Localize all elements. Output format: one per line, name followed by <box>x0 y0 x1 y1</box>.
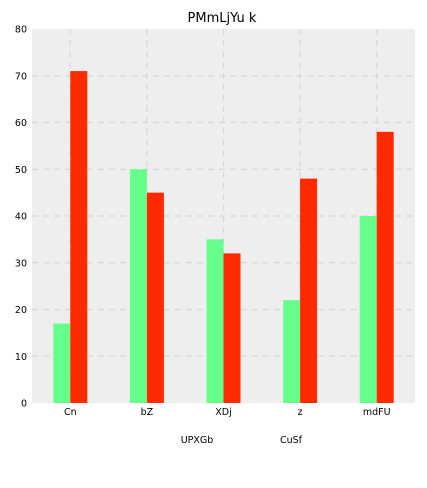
x-axis: Cn bZ XDj z mdFU <box>64 407 391 418</box>
bar-XDj-UPXGb <box>206 239 224 403</box>
bar-XDj-CuSf <box>223 253 241 403</box>
y-tick-label: 20 <box>15 305 27 316</box>
y-tick-label: 60 <box>15 118 27 129</box>
y-tick-label: 10 <box>15 352 27 363</box>
bar-bZ-UPXGb <box>129 169 147 403</box>
bar-bZ-CuSf <box>146 192 164 403</box>
y-tick-label: 70 <box>15 71 27 82</box>
bars <box>53 71 394 403</box>
x-tick-label: Cn <box>64 407 77 418</box>
legend-label: CuSf <box>280 435 303 446</box>
chart-title: PMmLjYu k <box>188 11 257 26</box>
x-tick-label: z <box>298 407 303 418</box>
bar-mdFU-CuSf <box>376 131 394 403</box>
x-tick-label: XDj <box>215 407 231 418</box>
y-tick-label: 30 <box>15 258 27 269</box>
legend: UPXGb CuSf <box>181 435 303 446</box>
bar-z-UPXGb <box>283 300 301 403</box>
y-axis: 0 10 20 30 40 50 60 70 80 <box>15 25 27 410</box>
bar-Cn-CuSf <box>70 71 88 403</box>
bar-mdFU-UPXGb <box>359 216 377 403</box>
x-tick-label: mdFU <box>363 407 391 418</box>
bar-z-CuSf <box>300 178 318 403</box>
y-tick-label: 40 <box>15 212 27 223</box>
x-tick-label: bZ <box>141 407 154 418</box>
legend-label: UPXGb <box>181 435 214 446</box>
bar-Cn-UPXGb <box>53 323 71 403</box>
y-tick-label: 50 <box>15 165 27 176</box>
y-tick-label: 80 <box>15 25 27 36</box>
y-tick-label: 0 <box>21 399 27 410</box>
